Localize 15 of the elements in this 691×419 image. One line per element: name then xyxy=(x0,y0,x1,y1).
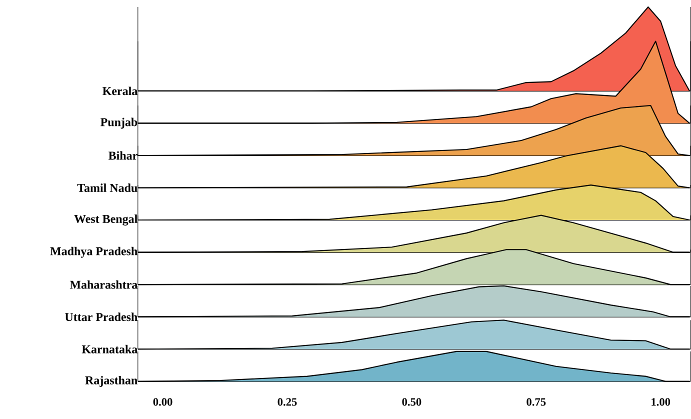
series-label: Bihar xyxy=(108,151,138,160)
series-label: Kerala xyxy=(102,86,138,96)
series-label: Tamil Nadu xyxy=(77,184,138,192)
x-tick-label: 0.50 xyxy=(402,398,422,406)
series-label: Karnataka xyxy=(82,345,138,354)
series-label: Punjab xyxy=(100,118,138,129)
x-tick-label: 0.75 xyxy=(526,398,546,406)
series-label: Madhya Pradesh xyxy=(50,247,138,258)
series-label: Uttar Pradesh xyxy=(65,312,138,322)
x-tick-label: 0.00 xyxy=(153,398,172,406)
series-label: Rajasthan xyxy=(85,376,138,387)
x-tick-label: 1.00 xyxy=(652,398,670,406)
series-label: West Bengal xyxy=(74,214,138,226)
series-label: Maharashtra xyxy=(70,280,138,289)
x-tick-label: 0.25 xyxy=(278,398,297,406)
